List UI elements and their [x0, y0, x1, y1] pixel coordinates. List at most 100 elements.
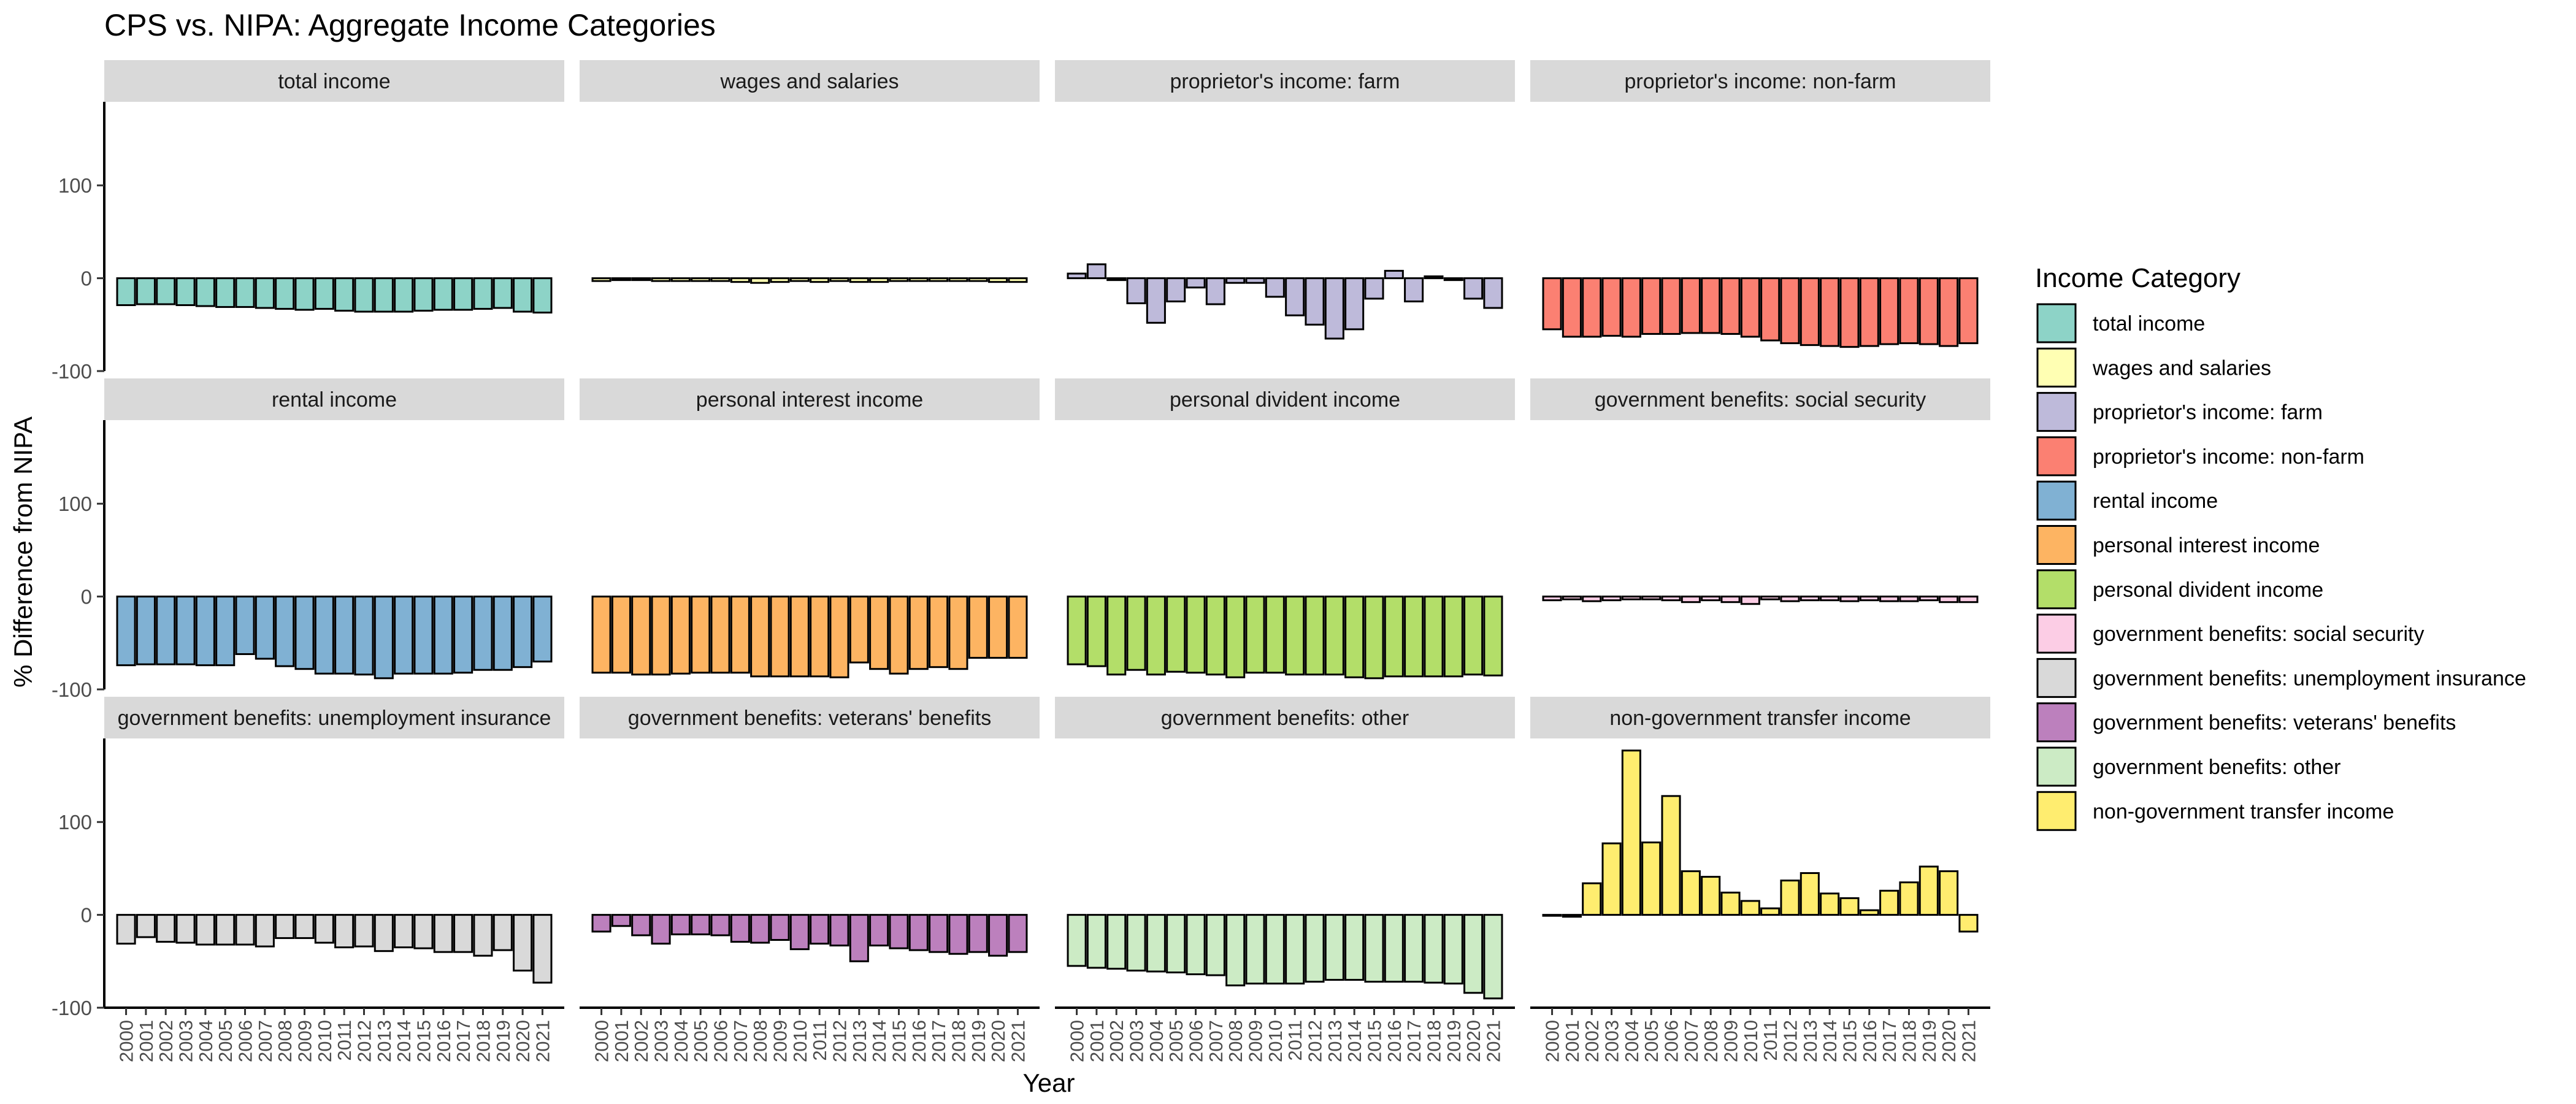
bar: [948, 596, 968, 670]
x-tick-label: 2004: [670, 1020, 692, 1062]
bar: [1720, 277, 1741, 335]
bar: [988, 914, 1008, 957]
bar: [156, 596, 176, 665]
y-axes: -100 0 100 -100 0 100 -100 0 100: [52, 102, 105, 1019]
bar: [1146, 914, 1166, 973]
x-tick-label: 2018: [1898, 1020, 1920, 1062]
bar: [1364, 596, 1384, 680]
bar: [1205, 914, 1225, 976]
x-tick-label: 2013: [1324, 1020, 1346, 1062]
bar: [1067, 272, 1087, 280]
facet-panel: government benefits: other: [1055, 697, 1515, 1000]
legend-swatch: [2036, 702, 2077, 743]
y-axis-label: % Difference from NIPA: [9, 416, 37, 688]
bar: [116, 914, 136, 945]
bar: [869, 596, 889, 670]
bar: [1404, 596, 1424, 678]
facet-strip: [104, 60, 564, 102]
bar: [1582, 882, 1602, 916]
facet-panel: proprietor's income: farm: [1055, 60, 1515, 340]
bar: [1760, 907, 1781, 916]
legend-label: wages and salaries: [2092, 356, 2271, 380]
bar: [1305, 596, 1325, 676]
x-tick-label: 2018: [472, 1020, 494, 1062]
x-tick-label: 2021: [1482, 1020, 1504, 1062]
bar: [314, 277, 334, 310]
chart-title: CPS vs. NIPA: Aggregate Income Categorie…: [104, 8, 716, 42]
legend-swatch: [2036, 303, 2077, 343]
bar: [1839, 897, 1860, 916]
legend-swatch: [2036, 347, 2077, 388]
bar: [1324, 596, 1344, 676]
bar: [948, 277, 968, 282]
bar: [1641, 841, 1662, 916]
bar: [394, 914, 414, 949]
bar: [275, 914, 295, 939]
bar: [136, 277, 156, 305]
bar: [1839, 277, 1860, 348]
bar: [1265, 914, 1285, 985]
bar: [1859, 277, 1879, 347]
bar: [651, 277, 671, 282]
bar: [1939, 277, 1959, 347]
bar: [1661, 596, 1681, 602]
bar: [215, 914, 236, 946]
x-tick-label: 2003: [651, 1020, 672, 1062]
bar: [1463, 596, 1484, 676]
bar: [1542, 914, 1562, 917]
bar: [275, 596, 295, 667]
x-tick-label: 2002: [155, 1020, 177, 1062]
bar: [1384, 596, 1404, 678]
bar: [1820, 277, 1840, 347]
bar: [1285, 596, 1305, 676]
bar: [1364, 277, 1384, 300]
bar: [691, 914, 711, 935]
bar: [1126, 914, 1146, 972]
bar: [988, 596, 1008, 659]
x-tick-label: 2017: [1403, 1020, 1425, 1062]
x-tick-label: 2016: [1384, 1020, 1405, 1062]
bar: [116, 277, 136, 307]
bar: [215, 277, 236, 309]
bar: [908, 596, 929, 670]
bar: [1641, 596, 1662, 600]
bar: [1463, 914, 1484, 994]
bar: [789, 277, 810, 282]
facet-strip-label: rental income: [272, 388, 397, 412]
facet-strip-label: personal divident income: [1170, 388, 1400, 412]
x-tick-label: 2010: [1265, 1020, 1286, 1062]
bar: [849, 914, 869, 962]
bar: [513, 914, 533, 972]
bar: [1720, 596, 1741, 604]
bar: [1701, 277, 1721, 334]
legend-label: proprietor's income: non-farm: [2093, 445, 2364, 469]
x-tick-label: 2002: [1106, 1020, 1127, 1062]
x-tick-label: 2019: [493, 1020, 514, 1062]
x-tick-label: 2007: [255, 1020, 276, 1062]
x-tick-label: 2003: [175, 1020, 197, 1062]
bar: [1067, 914, 1087, 967]
bar: [433, 277, 453, 311]
x-tick-label: 2008: [1225, 1020, 1246, 1062]
bar: [413, 914, 434, 949]
bar: [829, 596, 849, 678]
bar: [1166, 277, 1186, 302]
facet-panel: wages and salaries: [580, 60, 1040, 284]
bar: [1166, 596, 1186, 673]
facet-strip: [1530, 60, 1990, 102]
bar: [1641, 277, 1662, 335]
bar: [1919, 596, 1939, 602]
bar: [513, 277, 533, 313]
bar: [770, 596, 790, 678]
facet-panel: government benefits: veterans' benefits: [580, 697, 1040, 962]
bar: [1404, 277, 1424, 302]
bar: [1008, 596, 1028, 659]
bar: [532, 596, 553, 663]
legend-swatch: [2036, 436, 2077, 477]
bar: [1582, 596, 1602, 602]
x-tick-label: 2020: [987, 1020, 1009, 1062]
bar: [453, 914, 473, 953]
x-tick-label: 2011: [334, 1020, 355, 1061]
x-tick-label: 2000: [1542, 1020, 1563, 1062]
bar: [869, 914, 889, 947]
